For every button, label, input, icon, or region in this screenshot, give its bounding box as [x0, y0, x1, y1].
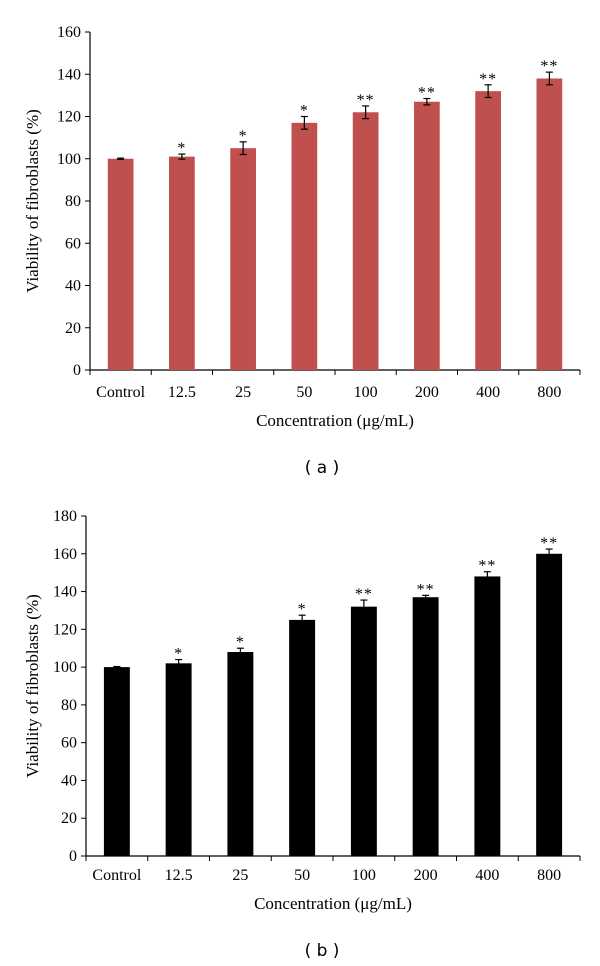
x-tick-label: 50 — [296, 384, 312, 401]
bar-800 — [536, 553, 563, 856]
x-tick-label: 12.5 — [168, 384, 196, 401]
bar-Control — [107, 158, 134, 370]
error-bar-25 — [239, 141, 247, 156]
x-tick-label: 200 — [414, 867, 438, 884]
significance-marker: ** — [357, 92, 375, 109]
error-bar-400 — [483, 571, 491, 582]
y-tick-label: 40 — [65, 278, 81, 295]
y-axis-title: Viability of fibroblasts (%) — [23, 594, 42, 778]
y-tick-label: 100 — [57, 151, 81, 168]
bar-50 — [289, 619, 316, 856]
significance-marker: ** — [417, 581, 435, 598]
y-tick-label: 120 — [57, 109, 81, 126]
y-axis-title: Viability of fibroblasts (%) — [23, 109, 42, 293]
y-tick-label: 20 — [65, 320, 81, 337]
significance-marker: * — [239, 128, 248, 145]
error-bar-200 — [423, 97, 431, 106]
y-tick-label: 0 — [69, 848, 77, 865]
y-tick-label: 160 — [53, 546, 77, 563]
y-tick-label: 80 — [65, 193, 81, 210]
significance-marker: ** — [355, 586, 373, 603]
x-tick-label: 25 — [232, 867, 248, 884]
y-tick-label: 140 — [57, 66, 81, 83]
x-axis-title: Concentration (μg/mL) — [254, 894, 412, 913]
bar-800 — [536, 78, 563, 370]
y-tick-label: 80 — [61, 697, 77, 714]
panel-label: ( a ) — [305, 458, 340, 478]
bar-400 — [475, 91, 501, 371]
x-tick-label: 800 — [537, 867, 561, 884]
significance-marker: ** — [418, 85, 436, 102]
y-tick-label: 60 — [61, 735, 77, 752]
error-bar-100 — [362, 105, 370, 120]
error-bar-12.5 — [175, 658, 183, 668]
x-tick-label: 100 — [352, 867, 376, 884]
error-bar-200 — [422, 594, 430, 600]
error-bar-25 — [236, 647, 244, 657]
x-axis-title: Concentration (μg/mL) — [256, 411, 414, 430]
error-bar-800 — [545, 71, 553, 86]
x-tick-label: 400 — [476, 384, 500, 401]
bar-25 — [230, 148, 256, 370]
y-tick-label: 100 — [53, 659, 77, 676]
panel-label: ( b ) — [305, 941, 340, 961]
error-bar-400 — [484, 84, 492, 99]
y-tick-label: 160 — [57, 24, 81, 41]
y-tick-label: 0 — [73, 362, 81, 379]
y-tick-label: 60 — [65, 235, 81, 252]
x-tick-label: Control — [96, 384, 145, 401]
bar-Control — [103, 667, 130, 856]
y-tick-label: 120 — [53, 621, 77, 638]
bar-50 — [291, 122, 318, 371]
y-tick-label: 40 — [61, 772, 77, 789]
x-tick-label: 25 — [235, 384, 251, 401]
bar-200 — [414, 101, 440, 371]
significance-marker: * — [298, 601, 307, 618]
x-tick-label: 400 — [475, 867, 499, 884]
bar-12.5 — [165, 663, 192, 856]
x-tick-label: 100 — [354, 384, 378, 401]
significance-marker: * — [174, 646, 183, 663]
bar-100 — [352, 112, 379, 371]
significance-marker: ** — [540, 58, 558, 75]
x-tick-label: Control — [92, 867, 141, 884]
error-bar-800 — [545, 548, 553, 560]
error-bar-50 — [298, 614, 306, 626]
y-tick-label: 180 — [53, 508, 77, 525]
significance-marker: ** — [540, 535, 558, 552]
bar-200 — [412, 597, 439, 856]
significance-marker: * — [236, 634, 245, 651]
y-tick-label: 20 — [61, 810, 77, 827]
x-tick-label: 800 — [537, 384, 561, 401]
significance-marker: ** — [478, 558, 496, 575]
bar-100 — [350, 606, 377, 856]
x-tick-label: 200 — [415, 384, 439, 401]
x-tick-label: 12.5 — [165, 867, 193, 884]
error-bar-50 — [300, 115, 308, 130]
bar-400 — [474, 576, 501, 856]
chart-panel-a: 0 20 40 60 80 100 120 140 160 Control * 12.5 * 25 * 50 *… — [23, 24, 581, 478]
significance-marker: * — [300, 103, 309, 120]
significance-marker: * — [177, 140, 186, 157]
bar-25 — [227, 652, 254, 856]
error-bar-Control — [113, 665, 121, 669]
chart-panel-b: 0 20 40 60 80 100 120 140 160 180 Control * 12.5 * 25 *… — [23, 508, 581, 961]
error-bar-100 — [360, 599, 368, 614]
y-tick-label: 140 — [53, 584, 77, 601]
error-bar-Control — [117, 157, 125, 160]
x-tick-label: 50 — [294, 867, 310, 884]
bar-12.5 — [169, 156, 195, 370]
error-bar-12.5 — [178, 153, 186, 160]
significance-marker: ** — [479, 71, 497, 88]
